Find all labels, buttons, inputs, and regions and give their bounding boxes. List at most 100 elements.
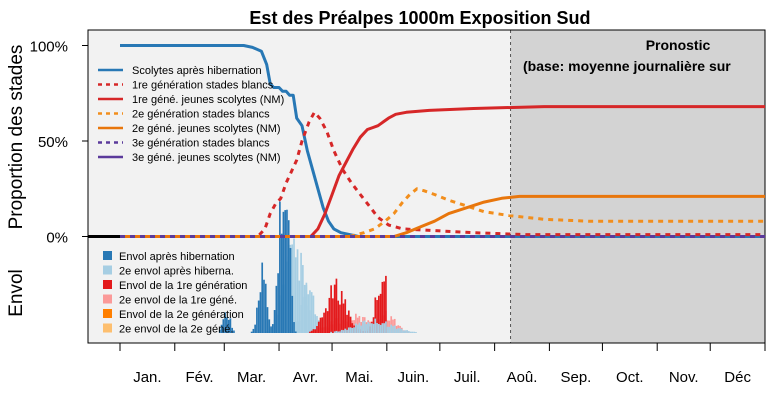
legend-label: 2e géné. jeunes scolytes (NM) [132,123,281,135]
legend-swatch [103,309,112,318]
y-tick-label: 100% [30,39,68,56]
legend-label: Scolytes après hibernation [132,65,262,77]
series-line [120,194,765,238]
flight-bar [316,316,318,333]
flight-bar [310,330,313,333]
flight-bar [312,329,315,333]
x-tick-label: Avr. [293,369,319,386]
flight-bar [344,328,347,333]
flight-bar [293,322,295,333]
legend-swatch [103,294,112,304]
flight-bar [374,318,377,333]
flight-bar [270,326,272,333]
forecast-title: Pronostic [646,37,711,53]
series-line [120,110,765,238]
flight-bar [374,297,377,333]
flight-bar [300,305,302,333]
forecast-subtitle: (base: moyenne journalière sur [523,58,731,74]
legend-label: 3e géné. jeunes scolytes (NM) [132,152,281,164]
flight-bar [413,331,416,333]
x-tick-label: Sep. [560,369,591,386]
flight-bar [279,201,281,333]
flight-bar [347,327,350,333]
flight-bar [378,295,380,333]
flight-bar [363,320,366,333]
flight-bar [261,262,264,333]
flight-bar [333,331,336,333]
flight-bar [300,252,302,333]
flight-bar [314,314,317,333]
flight-bar [360,325,363,333]
flight-bar [409,331,412,333]
flight-bar [305,282,308,333]
flight-bar [358,322,361,333]
flight-bar [287,220,290,333]
flight-bar [340,290,343,333]
flight-bar [402,330,405,333]
flight-bar [330,285,332,333]
flight-bar [381,281,384,333]
legend-label: 1re génération stades blancs [132,80,274,92]
flight-bar [376,300,378,333]
flight-bar [346,329,348,333]
legend-label: 3e génération stades blancs [132,138,270,150]
flight-bar [385,321,387,333]
flight-bar [392,326,394,333]
flight-bar [385,275,387,333]
flight-bar [326,311,329,333]
series-line [120,44,765,238]
x-tick-label: Mai. [345,369,373,386]
flight-bar [349,327,352,333]
flight-bar [289,248,292,333]
flight-bar [321,317,324,333]
legend-label: 2e envol de la 1re géné. [119,295,237,307]
flight-bar [233,330,235,333]
flight-bar [355,313,357,333]
flight-bar [415,331,417,333]
flight-bar [273,310,276,333]
flight-bar [298,280,301,333]
flight-bar [411,331,414,333]
flight-bar [328,297,331,333]
flight-bar [323,312,325,333]
flight-bar [296,321,299,333]
flight-bar [224,312,226,333]
flight-bar [218,329,221,333]
flight-bar [388,326,391,333]
flight-bar [293,238,295,333]
flight-bar [312,295,315,333]
flight-bar [277,273,279,333]
flight-bar [302,297,304,333]
flight-bar [395,328,398,333]
flight-bar [310,292,313,333]
legend-label: Envol de la 2e génération [119,309,244,321]
flight-bar [309,331,311,333]
flight-bar [257,300,260,333]
flight-bar [303,296,306,333]
flight-bar [337,331,340,333]
flight-bar [227,319,230,333]
flight-bar [220,324,223,333]
flight-bar [317,321,320,333]
flight-bar [347,310,350,333]
flight-bar [294,257,297,333]
flight-bar [268,319,271,333]
legend-label: 2e génération stades blancs [132,109,270,121]
x-tick-label: Juin. [397,369,429,386]
flight-bar [383,281,385,333]
flight-bar [346,314,348,333]
flight-bar [280,233,283,333]
flight-bar [330,331,332,333]
flight-bar [291,244,294,333]
flight-bar [316,326,318,333]
flight-bar [344,299,347,333]
x-tick-label: Juil. [454,369,481,386]
x-tick-label: Déc [724,369,751,386]
y-tick-label: 0% [46,230,68,247]
y-tick-label: 50% [38,134,68,151]
x-tick-label: Aoû. [507,369,538,386]
flight-bar [386,326,389,333]
flight-bar [307,294,309,333]
legend-swatch [103,280,112,289]
